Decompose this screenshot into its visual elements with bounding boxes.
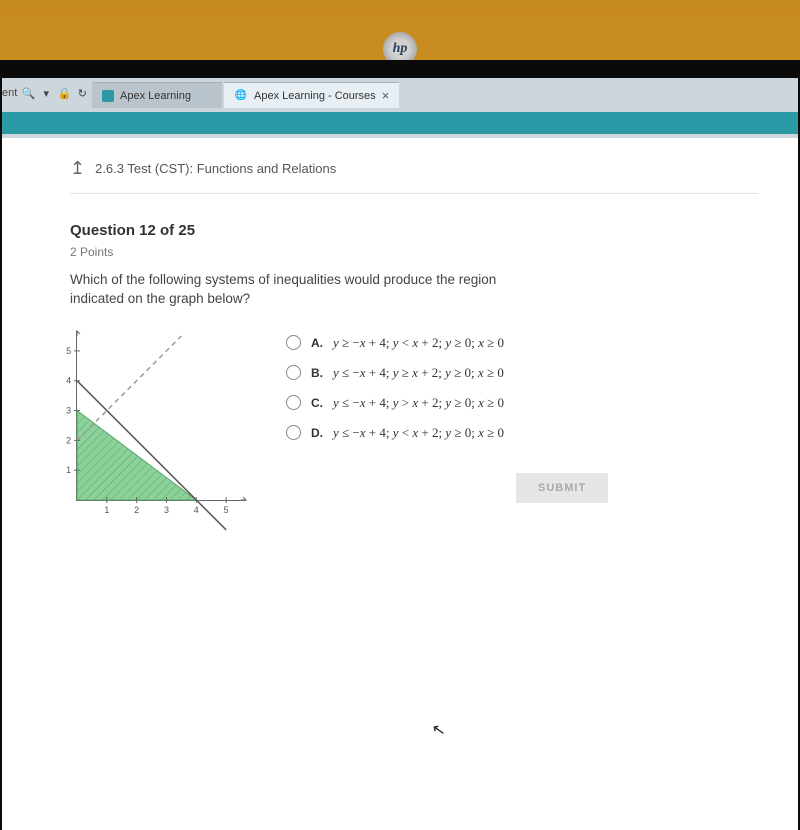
svg-text:4: 4 (194, 505, 199, 515)
submit-button[interactable]: SUBMIT (516, 473, 608, 503)
inequality-graph: 123 45 123 (76, 331, 246, 501)
cursor-icon: ↖ (430, 719, 447, 741)
breadcrumb-text: 2.6.3 Test (CST): Functions and Relation… (95, 161, 336, 176)
laptop-screen: ent 🔍 ▾ 🔒 ↻ Apex Learning 🌐 Apex Learnin… (2, 78, 798, 830)
dashed-boundary-line (77, 336, 181, 440)
close-icon[interactable]: × (382, 88, 390, 103)
back-icon[interactable]: ↥ (70, 158, 85, 179)
option-d[interactable]: D. y ≤ −x + 4; y < x + 2; y ≥ 0; x ≥ 0 (286, 425, 710, 441)
question-prompt: Which of the following systems of inequa… (70, 271, 500, 309)
svg-text:1: 1 (66, 465, 71, 475)
site-header-bar (2, 112, 798, 134)
y-tick-labels: 1 2 3 4 5 (66, 346, 71, 475)
dropdown-icon[interactable]: ▾ (39, 86, 53, 100)
breadcrumb: ↥ 2.6.3 Test (CST): Functions and Relati… (70, 158, 758, 194)
refresh-icon[interactable]: ↻ (75, 86, 89, 100)
option-a[interactable]: A. y ≥ −x + 4; y < x + 2; y ≥ 0; x ≥ 0 (286, 335, 710, 351)
option-math: y ≥ −x + 4; y < x + 2; y ≥ 0; x ≥ 0 (333, 335, 504, 351)
lock-icon: 🔒 (57, 86, 71, 100)
radio-a[interactable] (286, 335, 301, 350)
question-points: 2 Points (70, 245, 710, 259)
browser-chrome: ent 🔍 ▾ 🔒 ↻ Apex Learning 🌐 Apex Learnin… (2, 78, 798, 138)
tab-favicon: 🌐 (234, 89, 248, 103)
option-math: y ≤ −x + 4; y > x + 2; y ≥ 0; x ≥ 0 (333, 395, 504, 411)
search-icon[interactable]: 🔍 (21, 86, 35, 100)
svg-text:5: 5 (224, 505, 229, 515)
tab-apex-courses[interactable]: 🌐 Apex Learning - Courses × (224, 82, 399, 108)
svg-text:5: 5 (66, 346, 71, 356)
background-wall: hp ent 🔍 ▾ 🔒 ↻ Apex Learning 🌐 (0, 0, 800, 800)
option-math: y ≤ −x + 4; y ≥ x + 2; y ≥ 0; x ≥ 0 (333, 365, 504, 381)
shaded-region (77, 410, 196, 499)
question-block: Question 12 of 25 2 Points Which of the … (70, 222, 710, 503)
tab-label: Apex Learning - Courses (254, 90, 376, 102)
svg-text:3: 3 (66, 405, 71, 415)
radio-c[interactable] (286, 395, 301, 410)
radio-b[interactable] (286, 365, 301, 380)
question-title: Question 12 of 25 (70, 222, 710, 239)
x-arrow (241, 497, 246, 500)
tab-favicon (102, 90, 114, 102)
browser-tabs: Apex Learning 🌐 Apex Learning - Courses … (92, 82, 399, 108)
question-body: 123 45 123 (70, 331, 710, 503)
svg-text:1: 1 (104, 505, 109, 515)
url-fragment: ent (2, 87, 17, 99)
address-bar-fragment: ent 🔍 ▾ 🔒 ↻ (2, 86, 89, 100)
radio-d[interactable] (286, 425, 301, 440)
page-content: ↥ 2.6.3 Test (CST): Functions and Relati… (2, 138, 798, 830)
svg-text:2: 2 (66, 435, 71, 445)
y-arrow (77, 331, 80, 336)
option-letter: D. (311, 426, 323, 440)
option-b[interactable]: B. y ≤ −x + 4; y ≥ x + 2; y ≥ 0; x ≥ 0 (286, 365, 710, 381)
tab-apex-learning[interactable]: Apex Learning (92, 82, 222, 108)
option-math: y ≤ −x + 4; y < x + 2; y ≥ 0; x ≥ 0 (333, 425, 504, 441)
option-letter: B. (311, 366, 323, 380)
option-letter: C. (311, 396, 323, 410)
graph-svg: 123 45 123 (77, 331, 246, 500)
laptop-bezel: ent 🔍 ▾ 🔒 ↻ Apex Learning 🌐 Apex Learnin… (0, 60, 800, 830)
option-c[interactable]: C. y ≤ −x + 4; y > x + 2; y ≥ 0; x ≥ 0 (286, 395, 710, 411)
option-letter: A. (311, 336, 323, 350)
svg-text:4: 4 (66, 375, 71, 385)
tab-label: Apex Learning (120, 90, 191, 102)
svg-text:2: 2 (134, 505, 139, 515)
answer-options: A. y ≥ −x + 4; y < x + 2; y ≥ 0; x ≥ 0 B… (286, 335, 710, 503)
svg-text:3: 3 (164, 505, 169, 515)
